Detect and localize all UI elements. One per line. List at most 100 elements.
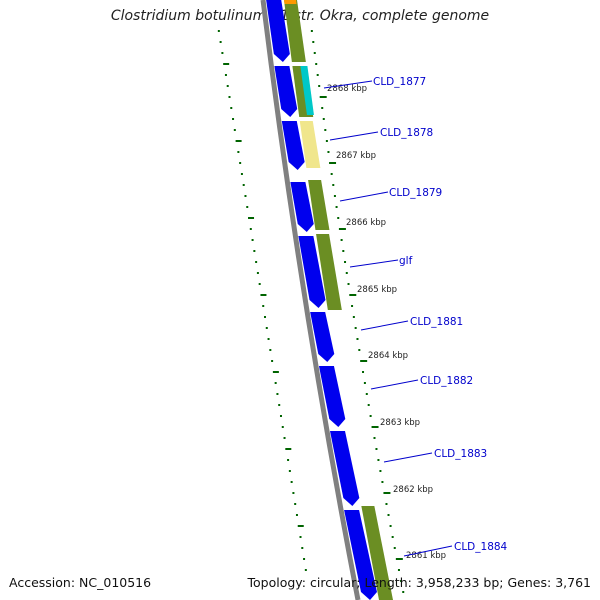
gc-mark: [242, 184, 245, 186]
cog-block[interactable]: [284, 0, 297, 4]
tick-mark: [329, 162, 337, 164]
tick-mark: [322, 118, 325, 120]
cds-block[interactable]: [329, 431, 360, 506]
cds-block[interactable]: [290, 182, 314, 232]
topology-label: Topology:: [247, 575, 307, 590]
cog-block[interactable]: [284, 0, 306, 62]
cog-block[interactable]: [316, 234, 342, 310]
tick-mark: [397, 569, 400, 571]
tick-mark: [373, 437, 376, 439]
genes-value: 3,761: [555, 575, 591, 590]
tick-mark: [389, 525, 392, 527]
kbp-label: 2864 kbp: [368, 351, 408, 361]
gene-label[interactable]: CLD_1878: [380, 127, 433, 139]
tick-mark: [330, 173, 333, 175]
gc-mark: [223, 63, 230, 65]
tick-mark: [318, 85, 321, 87]
cog-block[interactable]: [299, 121, 321, 168]
genome-backbone: [260, 0, 361, 600]
tick-mark: [310, 30, 313, 32]
cds-block[interactable]: [281, 121, 305, 170]
cog-block[interactable]: [308, 180, 330, 230]
tick-mark: [316, 74, 319, 76]
genome-summary: Topology: circular; Length: 3,958,233 bp; …: [248, 575, 591, 590]
gene-labels: CLD_1877 CLD_1878 CLD_1879 glf CLD_1881 …: [373, 76, 508, 553]
gene-label[interactable]: CLD_1879: [389, 187, 442, 199]
cog-track: [284, 0, 393, 600]
gene-label[interactable]: CLD_1884: [454, 541, 508, 553]
gc-mark: [251, 239, 254, 241]
gc-mark: [294, 503, 297, 505]
tick-mark: [395, 558, 403, 560]
cds-block[interactable]: [344, 510, 377, 600]
tick-mark: [356, 338, 359, 340]
kbp-label: 2867 kbp: [336, 151, 376, 161]
gene-label[interactable]: glf: [399, 255, 413, 267]
cog-block[interactable]: [361, 506, 393, 600]
gene-label[interactable]: CLD_1877: [373, 76, 426, 88]
leader-line: [383, 452, 433, 463]
cds-block[interactable]: [298, 236, 326, 308]
gc-mark: [264, 316, 267, 318]
tick-mark: [342, 250, 345, 252]
gc-mark: [244, 195, 247, 197]
tick-mark: [363, 382, 366, 384]
tick-mark: [367, 404, 370, 406]
gc-mark: [219, 41, 222, 43]
gc-mark: [248, 217, 255, 219]
tick-mark: [332, 184, 335, 186]
tick-mark: [387, 514, 390, 516]
tick-mark: [344, 261, 347, 263]
genes-label: Genes:: [507, 575, 552, 590]
gene-label[interactable]: CLD_1881: [410, 316, 463, 328]
leader-line: [339, 191, 389, 202]
kbp-scale: 2868 kbp 2867 kbp 2866 kbp 2865 kbp 2864…: [327, 84, 446, 561]
gc-mark: [262, 305, 265, 307]
tick-mark: [383, 492, 391, 494]
tick-mark: [340, 239, 343, 241]
cds-track: [265, 0, 377, 600]
kbp-label: 2866 kbp: [346, 218, 386, 228]
gc-mark: [246, 206, 249, 208]
gc-mark: [271, 360, 274, 362]
gc-mark: [240, 173, 243, 175]
tick-mark: [321, 107, 324, 109]
kbp-label: 2862 kbp: [393, 485, 433, 495]
tick-mark: [333, 195, 336, 197]
gene-label[interactable]: CLD_1882: [420, 375, 473, 387]
gc-mark: [276, 393, 279, 395]
tick-mark: [362, 371, 365, 373]
gc-mark: [228, 96, 231, 98]
kbp-label: 2863 kbp: [380, 418, 420, 428]
gc-skew-ring: [217, 30, 307, 571]
gene-label[interactable]: CLD_1883: [434, 448, 487, 460]
accession-label: Accession:: [9, 575, 76, 590]
gc-mark: [239, 162, 242, 164]
tick-mark: [358, 349, 361, 351]
tick-mark: [312, 41, 315, 43]
cds-block[interactable]: [310, 312, 335, 362]
gc-mark: [288, 470, 291, 472]
tick-mark: [345, 272, 348, 274]
gc-mark: [249, 228, 252, 230]
cds-block[interactable]: [265, 0, 290, 62]
tick-mark: [375, 448, 378, 450]
tick-mark: [371, 426, 379, 428]
tick-mark: [319, 96, 327, 98]
gc-mark: [224, 74, 227, 76]
gc-mark: [290, 481, 293, 483]
cog-block[interactable]: [300, 66, 314, 115]
tick-mark: [349, 294, 357, 296]
leader-line: [360, 320, 409, 331]
cds-block[interactable]: [274, 66, 298, 117]
leader-line: [329, 131, 379, 141]
gc-mark: [230, 107, 233, 109]
tick-mark: [379, 470, 382, 472]
gc-mark: [256, 272, 259, 274]
gc-mark: [297, 525, 304, 527]
cds-block[interactable]: [318, 366, 346, 427]
gc-mark: [217, 30, 220, 32]
tick-mark: [400, 580, 403, 582]
gc-mark: [278, 404, 281, 406]
